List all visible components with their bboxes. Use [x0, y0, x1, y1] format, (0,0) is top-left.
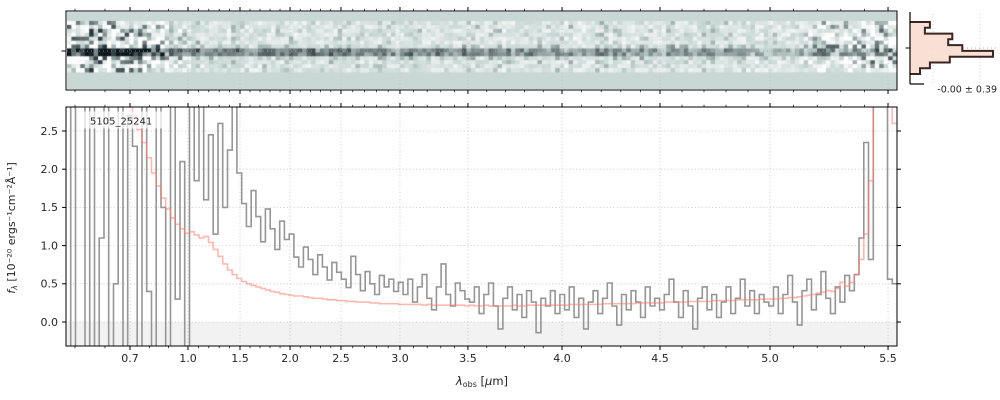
- x-tick-label: 1.5: [231, 352, 249, 365]
- x-tick-label: 2.0: [281, 352, 299, 365]
- x-tick-label: 5.0: [761, 352, 779, 365]
- main-gridlines: [66, 107, 897, 346]
- spectrum-series: [69, 107, 897, 346]
- y-tick-label: 1.5: [41, 201, 59, 214]
- y-tick-label: 2.5: [41, 125, 59, 138]
- below-zero-band: [66, 322, 897, 346]
- histogram-stats-label: -0.00 ± 0.39: [937, 85, 997, 96]
- 2d-panel-gridlines: [67, 12, 896, 89]
- x-tick-label: 4.0: [553, 352, 571, 365]
- x-tick-label: 1.0: [179, 352, 197, 365]
- main-axis-ticks: [62, 103, 901, 350]
- main-tick-labels: 0.7 1.0 1.5 2.0 2.5 3.0 3.5 4.0 4.5 5.0 5.5 0.0 0.5 1…: [41, 125, 897, 365]
- main-axes-frame: [65, 106, 898, 347]
- source-id-box: [84, 111, 162, 129]
- x-tick-label: 4.5: [651, 352, 669, 365]
- histogram-panel: -0.00 ± 0.39: [905, 12, 997, 96]
- x-tick-label: 2.5: [332, 352, 350, 365]
- uncertainty-line: [131, 107, 897, 307]
- source-id-label: 5105_25241: [90, 117, 152, 128]
- flux-line: [69, 107, 897, 346]
- y-axis-label: fλ [10⁻²⁰ ergs⁻¹cm⁻²Å⁻¹]: [5, 162, 19, 294]
- x-tick-label: 3.5: [459, 352, 477, 365]
- x-tick-label: 0.7: [121, 352, 139, 365]
- y-tick-label: 1.0: [41, 239, 59, 252]
- x-tick-label: 5.5: [879, 352, 897, 365]
- 2d-spectrum-image: [67, 12, 897, 89]
- y-tick-label: 0.0: [41, 316, 59, 329]
- y-tick-label: 0.5: [41, 278, 59, 291]
- y-tick-label: 2.0: [41, 163, 59, 176]
- x-axis-label: λobs [μm]: [455, 374, 508, 389]
- histogram-bars: [910, 21, 994, 75]
- 2d-panel-frame: [65, 10, 898, 91]
- 2d-panel-ticks: [61, 7, 889, 94]
- x-tick-label: 3.0: [391, 352, 409, 365]
